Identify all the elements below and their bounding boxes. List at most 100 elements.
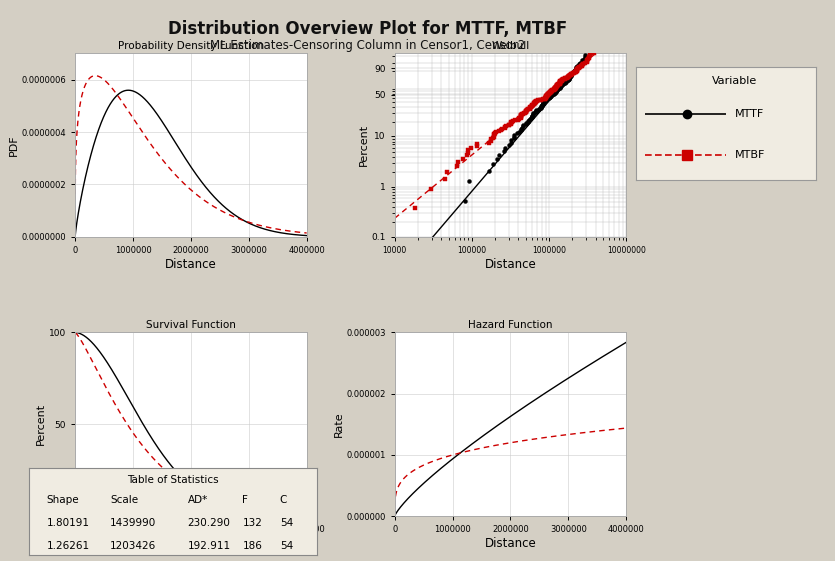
Point — [528, 98, 541, 107]
Point — [576, 59, 590, 68]
Point — [549, 84, 562, 93]
Point — [562, 72, 575, 81]
Point — [550, 81, 564, 90]
Point — [553, 83, 566, 92]
Point — [554, 77, 567, 86]
Point — [525, 102, 539, 111]
Point — [569, 63, 583, 72]
Point — [538, 94, 551, 103]
Point — [561, 73, 574, 82]
Point — [539, 94, 552, 103]
Point — [540, 90, 554, 99]
Text: 192.911: 192.911 — [188, 541, 230, 551]
Text: 54: 54 — [280, 541, 293, 551]
Point — [563, 71, 576, 80]
Point — [534, 104, 547, 113]
Point — [544, 91, 558, 100]
Point — [550, 85, 564, 94]
Point — [529, 96, 543, 105]
Point — [550, 81, 564, 90]
Point — [559, 76, 573, 85]
Point — [527, 100, 540, 109]
Point — [576, 60, 590, 69]
Point — [554, 79, 567, 88]
Point — [534, 103, 547, 112]
Text: Shape: Shape — [47, 495, 79, 504]
Point — [555, 80, 569, 89]
Point — [555, 76, 569, 85]
Text: F: F — [242, 495, 248, 504]
Point — [582, 46, 595, 55]
Point — [549, 84, 562, 93]
Point — [503, 121, 516, 130]
Title: Hazard Function: Hazard Function — [468, 320, 553, 330]
Point — [567, 68, 580, 77]
Point — [577, 54, 590, 63]
Point — [569, 63, 583, 72]
Point — [549, 83, 562, 92]
Point — [555, 75, 569, 84]
Point — [549, 88, 562, 97]
Point — [529, 106, 543, 115]
Point — [536, 100, 549, 109]
Text: Distribution Overview Plot for MTTF, MTBF: Distribution Overview Plot for MTTF, MTB… — [168, 20, 567, 38]
Point — [579, 58, 592, 67]
Point — [539, 95, 553, 104]
Point — [484, 135, 498, 144]
Point — [575, 56, 589, 65]
Point — [544, 92, 557, 101]
Point — [471, 141, 484, 150]
Point — [574, 57, 588, 66]
Point — [464, 144, 478, 153]
Point — [530, 96, 544, 105]
Point — [571, 62, 584, 71]
Point — [564, 70, 577, 79]
Point — [549, 82, 563, 91]
Point — [554, 82, 567, 91]
Point — [542, 89, 555, 98]
Point — [507, 117, 520, 126]
Point — [554, 77, 567, 86]
Text: C: C — [280, 495, 287, 504]
Point — [571, 65, 584, 73]
Text: 1203426: 1203426 — [110, 541, 156, 551]
Point — [534, 95, 548, 104]
Point — [559, 77, 572, 86]
Point — [562, 74, 575, 83]
Point — [564, 72, 577, 81]
Point — [536, 95, 549, 104]
Point — [554, 77, 567, 86]
Point — [490, 154, 504, 163]
Point — [555, 76, 569, 85]
Point — [549, 82, 563, 91]
Point — [559, 77, 573, 86]
Text: Table of Statistics: Table of Statistics — [128, 475, 219, 485]
Point — [440, 167, 453, 176]
Point — [549, 82, 563, 91]
Point — [557, 75, 570, 84]
Point — [504, 138, 518, 147]
Point — [482, 138, 495, 147]
Point — [498, 123, 511, 132]
Point — [529, 98, 542, 107]
Point — [543, 93, 556, 102]
Point — [553, 79, 566, 88]
Point — [572, 60, 585, 69]
Point — [525, 112, 539, 121]
Point — [517, 109, 530, 118]
Point — [508, 116, 521, 125]
Point — [554, 80, 568, 89]
Point — [559, 74, 572, 83]
Point — [549, 86, 562, 95]
Point — [569, 64, 583, 73]
Point — [517, 121, 530, 130]
Point — [514, 112, 528, 121]
Point — [534, 95, 547, 104]
Point — [483, 167, 496, 176]
Point — [572, 63, 585, 72]
Point — [553, 79, 566, 88]
Point — [519, 108, 532, 117]
X-axis label: Distance: Distance — [484, 257, 536, 271]
Point — [559, 78, 572, 87]
Point — [471, 140, 484, 149]
